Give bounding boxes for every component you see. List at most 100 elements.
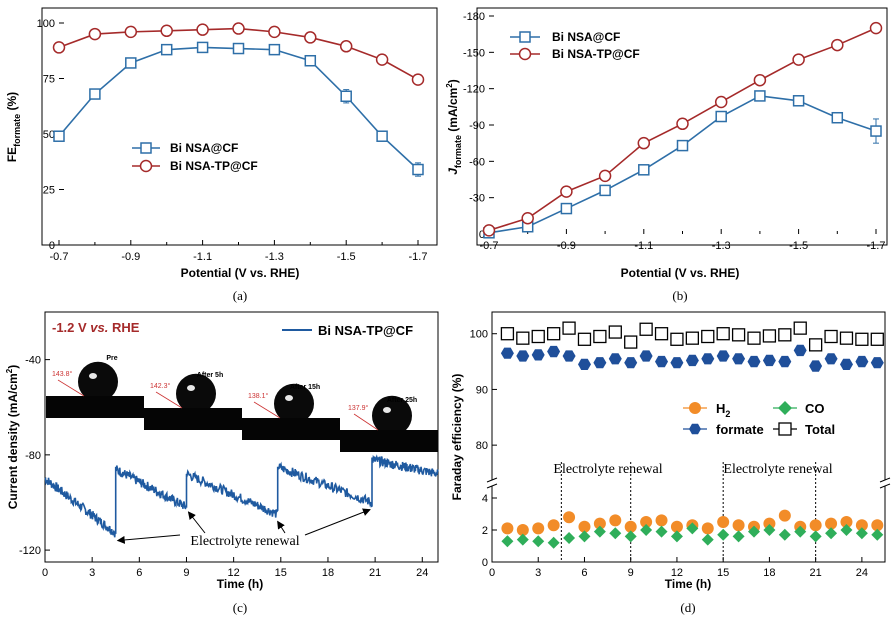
panel-d-x-tick-label: 0 — [489, 567, 495, 579]
contact-angle-line — [57, 379, 85, 397]
axis-break-mark — [486, 483, 498, 489]
panel-a-point-circle — [304, 31, 317, 44]
panel-a-point-square — [196, 41, 209, 54]
formate-point — [608, 353, 622, 365]
panel-d-y-tick-label: 2 — [482, 525, 488, 537]
legend-label-formate: formate — [716, 422, 764, 437]
panel-d-y-tick-label: 90 — [476, 384, 488, 396]
legend-marker-h2 — [689, 402, 701, 414]
panel-a-point-square — [340, 90, 352, 103]
panel-b-point-square — [792, 95, 805, 107]
total-point — [701, 329, 715, 344]
formate-point — [531, 349, 545, 361]
formate-point — [778, 355, 792, 368]
electrolyte-renewal-arrow — [116, 534, 181, 544]
h2-point — [809, 519, 822, 532]
contact-angle-value: 143.8° — [52, 370, 73, 378]
co-point — [501, 535, 514, 548]
legend-label-bi-nsa-tp: Bi NSA-TP@CF — [552, 47, 640, 61]
panel-b-point-circle — [714, 95, 728, 109]
droplet-highlight — [383, 407, 391, 413]
panel-c-x-axis-label: Time (h) — [217, 577, 263, 591]
panel-b-x-tick-label: -1.1 — [634, 240, 653, 252]
panel-c-x-tick-label: 12 — [228, 567, 240, 579]
total-point — [516, 331, 530, 345]
contact-angle-substrate — [340, 430, 438, 452]
panel-a-point-square — [53, 130, 65, 142]
panel-a-point-circle — [268, 25, 281, 39]
panel-b-y-tick-label: -150 — [463, 47, 485, 59]
panel-d-y-axis-label: Faraday efficiency (%) — [450, 374, 464, 501]
panel-a-point-square — [232, 42, 245, 55]
total-point — [716, 327, 730, 341]
panel-b-point-circle — [560, 185, 573, 198]
panel-d-x-axis-label: Time (h) — [665, 577, 711, 591]
h2-point — [825, 517, 838, 530]
h2-point — [516, 524, 529, 536]
panel-c-x-tick-label: 15 — [275, 567, 287, 579]
h2-point — [578, 520, 591, 533]
co-point — [825, 527, 838, 540]
panel-label-b: (b) — [672, 288, 687, 303]
panel-b-series-line-0 — [488, 95, 877, 234]
water-droplet — [175, 373, 217, 408]
panel-d-y-tick-label: 100 — [470, 329, 488, 341]
total-point — [870, 332, 884, 346]
panel-a-point-square — [376, 130, 388, 142]
h2-point — [778, 509, 791, 522]
total-point — [855, 332, 869, 346]
legend-marker-circle — [518, 47, 532, 61]
axis-break-mark — [879, 483, 891, 489]
panel-b-ylabel-sub: formate — [453, 135, 463, 168]
h2-point — [563, 511, 576, 524]
co-point — [855, 527, 868, 540]
legend-marker-square — [519, 31, 531, 43]
legend-label-bi-nsa: Bi NSA@CF — [552, 30, 620, 44]
annotation-italic: vs. — [90, 320, 108, 335]
panel-d-x-tick-label: 12 — [671, 567, 683, 579]
formate-point — [716, 350, 730, 362]
contact-angle-value: 137.9° — [348, 404, 369, 412]
panel-a-point-circle — [375, 53, 389, 66]
legend-marker-formate — [689, 423, 701, 435]
panel-a-x-tick-label: -1.5 — [337, 251, 356, 263]
panel-b-x-axis-label: Potential (V vs. RHE) — [621, 266, 740, 280]
total-point — [654, 327, 669, 341]
total-point — [639, 322, 653, 336]
contact-angle-value: 142.3° — [150, 382, 171, 390]
current-density-trace — [44, 454, 439, 538]
contact-angle-line — [353, 413, 379, 431]
panel-a-y-axis-label: FEformate (%) — [5, 92, 22, 162]
panel-b-point-circle — [869, 21, 883, 35]
panel-c-legend: Bi NSA-TP@CF — [282, 323, 413, 338]
panel-label-a: (a) — [233, 288, 247, 303]
formate-point — [824, 353, 838, 365]
formate-point — [562, 350, 576, 362]
panel-b-point-circle — [637, 136, 651, 150]
panel-b-y-tick-label: -180 — [463, 11, 485, 23]
legend-label-co: CO — [805, 401, 825, 416]
panel-b-ylabel-sup: 2 — [445, 83, 454, 88]
panel-a-legend: Bi NSA@CF Bi NSA-TP@CF — [132, 141, 258, 173]
panel-a-point-circle — [196, 23, 209, 36]
total-point — [670, 332, 684, 346]
contact-angle-stage: Pre — [106, 355, 117, 362]
total-point — [839, 331, 854, 345]
total-point — [500, 327, 515, 341]
panel-label-d: (d) — [680, 600, 695, 615]
panel-b-point-circle — [753, 73, 767, 87]
h2-point — [717, 516, 730, 528]
electrolyte-renewal-arrow — [277, 520, 286, 534]
co-point — [763, 524, 776, 536]
panel-d-x-tick-label: 21 — [810, 567, 822, 579]
panel-a-y-tick-label: 75 — [43, 74, 55, 86]
panel-d-x-tick-label: 3 — [535, 567, 541, 579]
co-point — [670, 530, 683, 543]
panel-c-y-tick-label: -120 — [19, 545, 41, 557]
h2-point — [732, 519, 745, 532]
panel-b-point-circle — [676, 117, 689, 131]
legend-h2-sub: 2 — [725, 409, 730, 419]
legend-label-bi-nsa: Bi NSA@CF — [170, 141, 238, 155]
contact-angle-line — [155, 391, 183, 409]
